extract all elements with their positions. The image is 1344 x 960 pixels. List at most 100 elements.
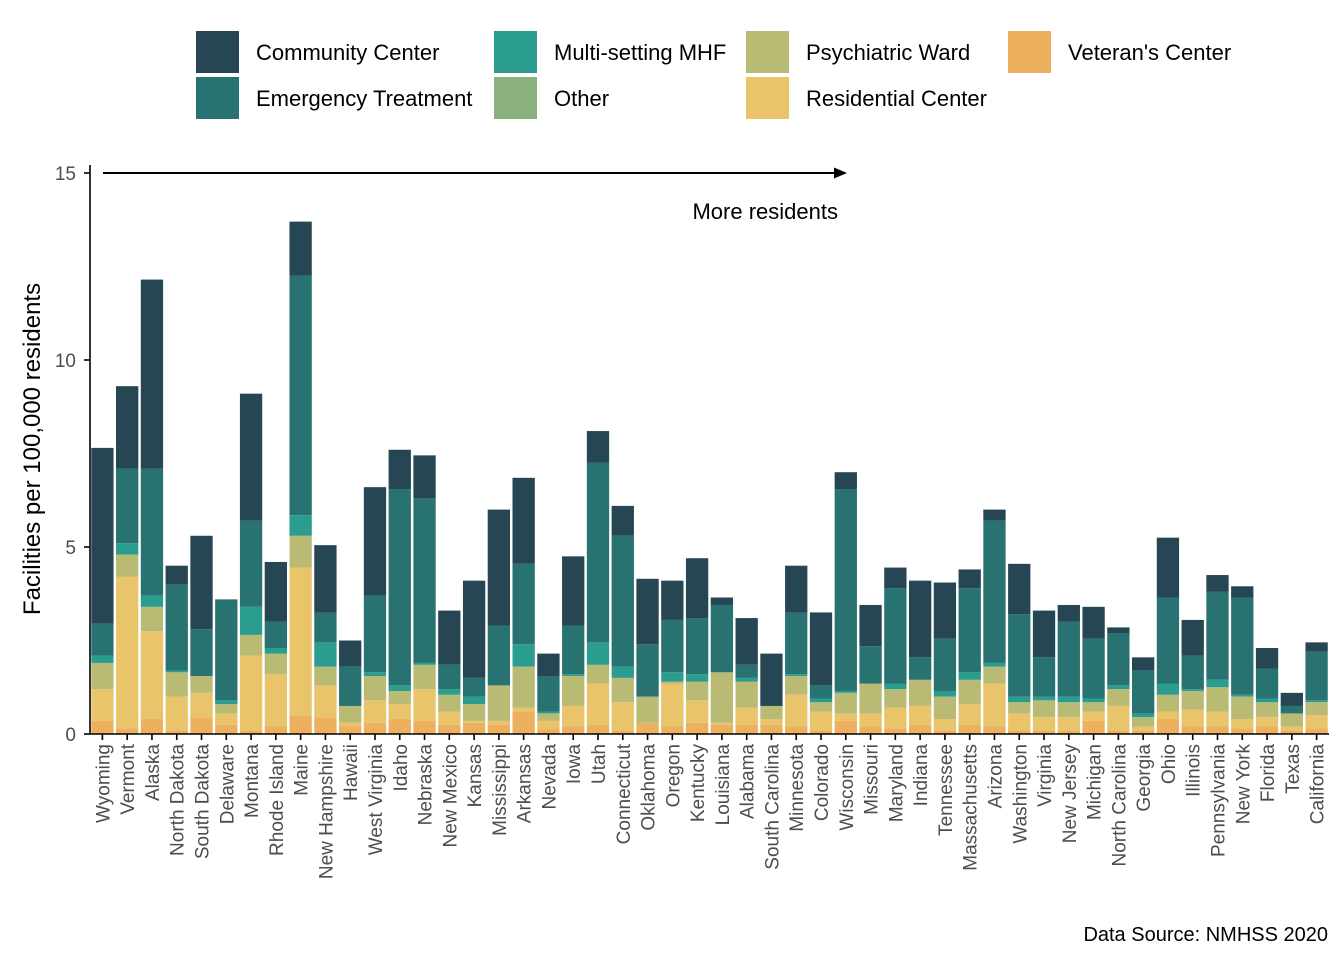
bar-montana-psychiatric-ward	[239, 634, 263, 656]
bar-virginia-residential-center	[1032, 717, 1056, 731]
bar-new-jersey-emergency-treatment	[1057, 621, 1080, 697]
bar-north-carolina-veteran-s-center	[1107, 730, 1130, 734]
bar-vermont-community-center	[116, 386, 139, 469]
bar-washington-psychiatric-ward	[1008, 702, 1031, 714]
bar-maryland-community-center	[884, 567, 907, 589]
bar-missouri-residential-center	[859, 713, 882, 727]
bar-delaware-psychiatric-ward	[215, 704, 238, 714]
legend-label: Multi-setting MHF	[554, 40, 726, 65]
bar-utah-community-center	[586, 431, 610, 463]
bar-georgia-multi-setting-mhf	[1131, 713, 1155, 718]
bar-kentucky-emergency-treatment	[685, 618, 709, 675]
x-tick-label-minnesota: Minnesota	[787, 744, 808, 832]
bar-indiana-psychiatric-ward	[908, 679, 932, 706]
bar-ohio-multi-setting-mhf	[1156, 683, 1180, 695]
bar-massachusetts-residential-center	[958, 704, 981, 725]
bar-georgia-residential-center	[1131, 726, 1155, 731]
x-tick-label-alaska: Alaska	[143, 744, 164, 801]
bar-arkansas-veteran-s-center	[512, 711, 535, 734]
bar-new-mexico-community-center	[438, 610, 461, 665]
bar-minnesota-residential-center	[785, 694, 808, 727]
bar-wisconsin-psychiatric-ward	[834, 692, 857, 714]
x-tick-label-wyoming: Wyoming	[93, 744, 114, 823]
bar-north-dakota-residential-center	[165, 696, 188, 731]
bar-kentucky-multi-setting-mhf	[685, 674, 709, 682]
bar-vermont-multi-setting-mhf	[116, 543, 139, 555]
x-tick-label-arkansas: Arkansas	[515, 744, 536, 823]
bar-new-mexico-veteran-s-center	[438, 724, 461, 734]
bar-new-hampshire-psychiatric-ward	[314, 666, 337, 686]
bar-wyoming-community-center	[91, 447, 114, 624]
bar-louisiana-psychiatric-ward	[710, 672, 734, 723]
bar-new-york-residential-center	[1231, 719, 1254, 729]
bar-new-jersey-veteran-s-center	[1057, 730, 1080, 734]
bar-new-mexico-emergency-treatment	[438, 664, 461, 690]
bar-nebraska-multi-setting-mhf	[413, 662, 436, 665]
bar-missouri-veteran-s-center	[859, 726, 882, 734]
bar-oregon-psychiatric-ward	[661, 681, 684, 684]
bar-missouri-psychiatric-ward	[859, 683, 882, 714]
bar-alabama-multi-setting-mhf	[735, 677, 758, 682]
bar-michigan-multi-setting-mhf	[1082, 698, 1105, 703]
bar-illinois-community-center	[1181, 619, 1204, 656]
x-tick-label-north-carolina: North Carolina	[1109, 744, 1130, 867]
bar-washington-emergency-treatment	[1008, 614, 1031, 697]
legend-label: Other	[554, 86, 609, 111]
x-tick-label-california: California	[1308, 744, 1329, 825]
bar-pennsylvania-multi-setting-mhf	[1206, 679, 1229, 688]
bar-virginia-multi-setting-mhf	[1032, 696, 1056, 701]
bar-illinois-multi-setting-mhf	[1181, 689, 1204, 691]
bar-tennessee-multi-setting-mhf	[933, 690, 957, 697]
x-tick-label-massachusetts: Massachusetts	[961, 744, 982, 871]
bar-california-residential-center	[1305, 715, 1328, 729]
bar-georgia-emergency-treatment	[1131, 670, 1155, 714]
bar-montana-community-center	[239, 393, 263, 521]
x-tick-label-tennessee: Tennessee	[936, 744, 957, 836]
bar-ohio-emergency-treatment	[1156, 597, 1180, 684]
bar-georgia-community-center	[1131, 657, 1155, 671]
bar-georgia-psychiatric-ward	[1131, 717, 1155, 727]
bar-delaware-veteran-s-center	[215, 724, 238, 734]
bar-iowa-emergency-treatment	[562, 625, 585, 675]
legend: Community Center Emergency Treatment Multi…	[196, 31, 1231, 119]
bar-iowa-residential-center	[562, 705, 585, 727]
bar-hawaii-veteran-s-center	[339, 726, 362, 734]
bar-massachusetts-emergency-treatment	[958, 588, 981, 673]
bar-utah-emergency-treatment	[586, 462, 610, 643]
bar-new-mexico-psychiatric-ward	[438, 694, 461, 712]
bar-alabama-community-center	[735, 618, 758, 665]
bar-wisconsin-community-center	[834, 472, 857, 490]
bar-kansas-multi-setting-mhf	[462, 696, 486, 705]
bar-south-dakota-emergency-treatment	[190, 629, 213, 677]
x-tick-label-pennsylvania: Pennsylvania	[1208, 744, 1229, 857]
bar-michigan-emergency-treatment	[1082, 638, 1105, 699]
bar-nevada-psychiatric-ward	[537, 713, 560, 721]
annotation-text: More residents	[692, 199, 838, 224]
bar-minnesota-emergency-treatment	[785, 612, 808, 675]
x-tick-label-idaho: Idaho	[391, 744, 412, 792]
bar-new-hampshire-community-center	[314, 545, 337, 613]
bar-pennsylvania-emergency-treatment	[1206, 591, 1229, 680]
bar-michigan-psychiatric-ward	[1082, 702, 1105, 712]
bar-north-dakota-community-center	[165, 565, 188, 585]
bar-maine-multi-setting-mhf	[289, 515, 312, 536]
bar-kansas-community-center	[462, 580, 486, 678]
bar-indiana-veteran-s-center	[908, 724, 932, 734]
legend-item-emergency-treatment: Emergency Treatment	[196, 77, 472, 119]
bar-rhode-island-emergency-treatment	[264, 621, 288, 648]
bar-alabama-veteran-s-center	[735, 724, 758, 734]
bar-vermont-veteran-s-center	[116, 728, 139, 734]
bar-arizona-community-center	[983, 509, 1006, 521]
bar-michigan-residential-center	[1082, 711, 1105, 721]
bar-connecticut-emergency-treatment	[611, 535, 634, 667]
x-tick-label-washington: Washington	[1010, 744, 1031, 844]
bar-connecticut-community-center	[611, 505, 634, 536]
bar-colorado-multi-setting-mhf	[809, 698, 833, 703]
bar-new-york-community-center	[1231, 586, 1254, 598]
bar-idaho-residential-center	[388, 704, 411, 720]
bar-texas-psychiatric-ward	[1280, 713, 1303, 727]
bar-california-psychiatric-ward	[1305, 702, 1328, 716]
bar-nebraska-residential-center	[413, 689, 436, 721]
bar-oklahoma-emergency-treatment	[636, 644, 659, 697]
bar-north-dakota-veteran-s-center	[165, 730, 188, 734]
